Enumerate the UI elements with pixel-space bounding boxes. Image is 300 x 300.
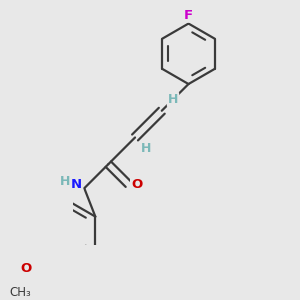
- Text: CH₃: CH₃: [9, 286, 31, 299]
- Text: H: H: [168, 93, 178, 106]
- Text: O: O: [131, 178, 142, 191]
- Text: H: H: [141, 142, 152, 155]
- Text: N: N: [71, 178, 82, 191]
- Text: O: O: [20, 262, 32, 275]
- Text: H: H: [59, 175, 70, 188]
- Text: F: F: [184, 9, 193, 22]
